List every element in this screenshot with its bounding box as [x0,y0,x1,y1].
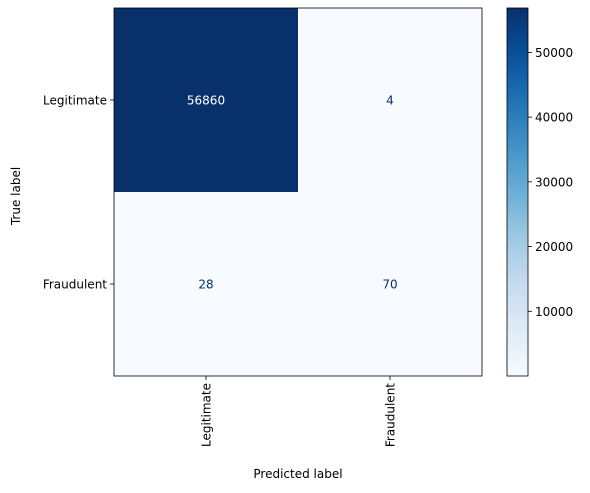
plot-area: 56860 4 28 70 Legitimate Fraudulent Legitimate… [43,8,482,447]
cell-value-label: 56860 [187,94,225,108]
y-tick-label: Fraudulent [43,278,107,292]
cell-value-label: 4 [386,94,394,108]
x-tick-label: Legitimate [200,383,214,447]
colorbar-tick-label: 40000 [535,111,573,125]
colorbar: 10000 20000 30000 40000 50000 [507,8,573,376]
colorbar-tick-label: 50000 [535,46,573,60]
cell-value-label: 28 [198,278,213,292]
colorbar-tick-label: 10000 [535,305,573,319]
x-tick-label: Fraudulent [384,383,398,447]
y-tick-label: Legitimate [43,94,107,108]
colorbar-tick-label: 20000 [535,240,573,254]
x-axis-label: Predicted label [253,467,342,481]
y-axis-label: True label [9,167,23,226]
colorbar-gradient [507,8,528,376]
cell-value-label: 70 [382,278,397,292]
colorbar-tick-label: 30000 [535,175,573,189]
